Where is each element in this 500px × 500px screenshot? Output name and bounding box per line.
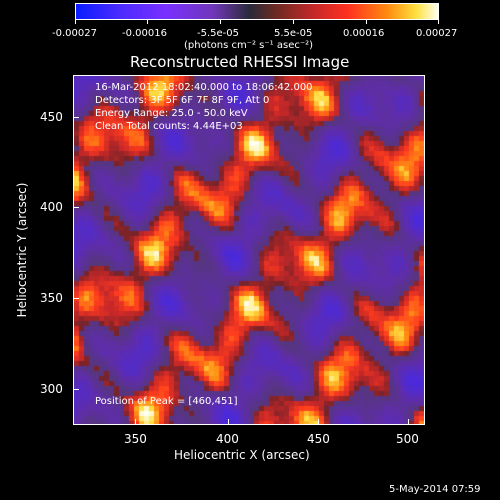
footer-date: 5-May-2014 07:59 [389, 484, 481, 495]
x-tick-label: 500 [396, 432, 419, 446]
colorbar-tick-label: 0.00016 [343, 28, 385, 39]
image-plot-area [73, 75, 425, 425]
y-tick-mark [73, 207, 79, 208]
y-tick-label: 400 [40, 200, 63, 214]
colorbar-tick-label: 0.00027 [416, 28, 458, 39]
x-tick-mark [408, 419, 409, 425]
colorbar-tick-mark [438, 19, 439, 24]
colorbar-tick-mark [220, 19, 221, 24]
y-tick-mark [73, 389, 79, 390]
x-axis-label: Heliocentric X (arcsec) [174, 448, 310, 462]
colorbar [75, 3, 439, 20]
energy-range-text: Energy Range: 25.0 - 50.0 keV [95, 108, 248, 119]
colorbar-units-label: (photons cm⁻² s⁻¹ asec⁻²) [184, 40, 314, 51]
colorbar-tick-mark [293, 19, 294, 24]
colorbar-tick-mark [147, 19, 148, 24]
y-axis-label: Heliocentric Y (arcsec) [15, 182, 29, 318]
detectors-text: Detectors: 3F 5F 6F 7F 8F 9F, Att 0 [95, 95, 270, 106]
peak-position-text: Position of Peak = [460,451] [95, 396, 238, 407]
colorbar-tick-label: -5.5e-05 [197, 28, 239, 39]
y-tick-mark [73, 298, 79, 299]
reconstructed-image-heatmap [74, 76, 424, 424]
colorbar-tick-label: 5.5e-05 [274, 28, 313, 39]
x-tick-mark [228, 419, 229, 425]
colorbar-tick-label: -0.00027 [52, 28, 97, 39]
x-tick-label: 350 [124, 432, 147, 446]
x-tick-mark [135, 419, 136, 425]
clean-counts-text: Clean Total counts: 4.44E+03 [95, 121, 243, 132]
colorbar-tick-mark [366, 19, 367, 24]
x-tick-label: 400 [216, 432, 239, 446]
colorbar-tick-mark [75, 19, 76, 24]
y-tick-label: 300 [40, 382, 63, 396]
x-tick-mark [318, 419, 319, 425]
y-tick-label: 450 [40, 110, 63, 124]
image-title: Reconstructed RHESSI Image [130, 53, 350, 71]
y-tick-label: 350 [40, 291, 63, 305]
colorbar-tick-label: -0.00016 [122, 28, 167, 39]
time-range-text: 16-Mar-2012 18:02:40.000 to 18:06:42.000 [95, 82, 313, 93]
x-tick-label: 450 [307, 432, 330, 446]
y-tick-mark [73, 117, 79, 118]
